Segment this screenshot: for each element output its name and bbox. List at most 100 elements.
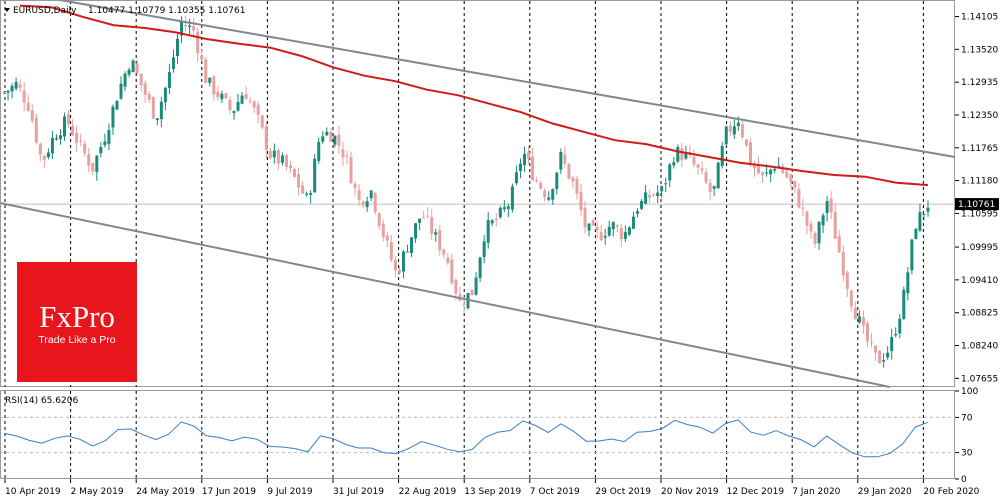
candle-body [393,260,397,270]
candle-body [10,85,14,92]
candle-body [337,134,341,146]
candle-body [789,174,793,182]
candle-body [422,217,426,219]
rsi-tick-label: 70 [961,413,973,423]
candle-body [6,90,10,93]
candle-body [648,195,652,198]
time-tick-label: 22 Aug 2019 [399,487,457,497]
price-tick-label: 1.12935 [961,78,998,88]
candle-body [381,223,385,237]
candle-body [898,318,902,334]
candle-body [46,152,50,158]
candle-body [845,272,849,289]
candle-body [58,135,62,139]
candle-body [22,90,26,103]
candle-body [111,106,115,128]
candle-body [176,38,180,57]
candle-body [910,239,914,271]
candle-body [684,152,688,159]
candle-body [712,186,716,189]
candle-body [748,142,752,166]
candle-body [894,333,898,336]
dropdown-arrow-icon[interactable] [4,8,10,12]
current-price-label: 1.10761 [958,200,995,210]
candle-body [305,193,309,195]
candle-body [833,212,837,239]
candle-body [857,316,861,323]
candle-body [321,136,325,142]
candle-body [765,172,769,174]
candle-body [103,141,107,146]
time-tick-label: 17 Jun 2019 [202,487,256,497]
candle-body [42,155,46,160]
candle-body [54,138,58,140]
candle-body [494,218,498,220]
candle-body [26,102,30,111]
time-tick-label: 24 May 2019 [136,487,195,497]
candle-body [2,92,6,94]
candle-body [34,117,38,143]
candle-body [559,152,563,170]
candle-body [547,197,551,200]
price-tick-label: 1.11180 [961,177,998,187]
candle-body [502,207,506,210]
candle-body [567,163,571,179]
candle-body [272,150,276,158]
candle-body [853,307,857,320]
logo-name: FxPro [39,299,115,334]
candle-body [769,169,773,175]
candle-body [660,186,664,192]
candle-body [248,100,252,102]
rsi-tick-label: 30 [961,449,973,459]
candle-body [240,95,244,104]
rsi-tick-label: 100 [961,387,978,397]
candle-body [107,129,111,144]
candle-body [397,269,401,273]
candle-body [442,249,446,255]
logo-background [17,262,137,382]
candle-body [99,147,103,154]
candle-body [571,177,575,182]
candle-body [301,185,305,194]
candle-body [724,126,728,145]
candle-body [143,83,147,95]
candle-body [139,73,143,86]
candle-body [95,155,99,172]
candle-body [284,154,288,168]
candle-body [716,162,720,189]
candle-body [514,172,518,184]
candle-body [603,235,607,238]
candle-body [204,59,208,83]
candle-body [434,232,438,235]
candle-body [797,189,801,208]
candle-body [837,236,841,253]
candle-body [389,242,393,260]
candle-body [147,93,151,100]
candle-body [652,194,656,196]
candle-body [668,164,672,181]
candle-body [615,225,619,227]
candle-body [607,226,611,236]
candle-body [486,220,490,243]
price-axis: 1.14105 1.13520 1.12935 1.12350 1.11765 1.111… [955,13,998,384]
candle-body [155,118,159,120]
candle-body [260,115,264,128]
candle-body [809,223,813,232]
candle-body [506,206,510,209]
candle-body [377,213,381,226]
candle-body [902,289,906,320]
candle-body [280,155,284,163]
candle-body [50,137,54,154]
candle-body [922,213,926,215]
time-tick-label: 2 May 2019 [71,487,124,497]
candle-body [79,140,83,142]
rsi-pane-border [0,390,955,479]
candle-body [704,172,708,183]
time-tick-label: 10 Apr 2019 [5,487,61,497]
candle-body [83,143,87,154]
candle-body [870,341,874,343]
candle-body [785,171,789,178]
candle-body [414,223,418,239]
candle-body [208,77,212,83]
